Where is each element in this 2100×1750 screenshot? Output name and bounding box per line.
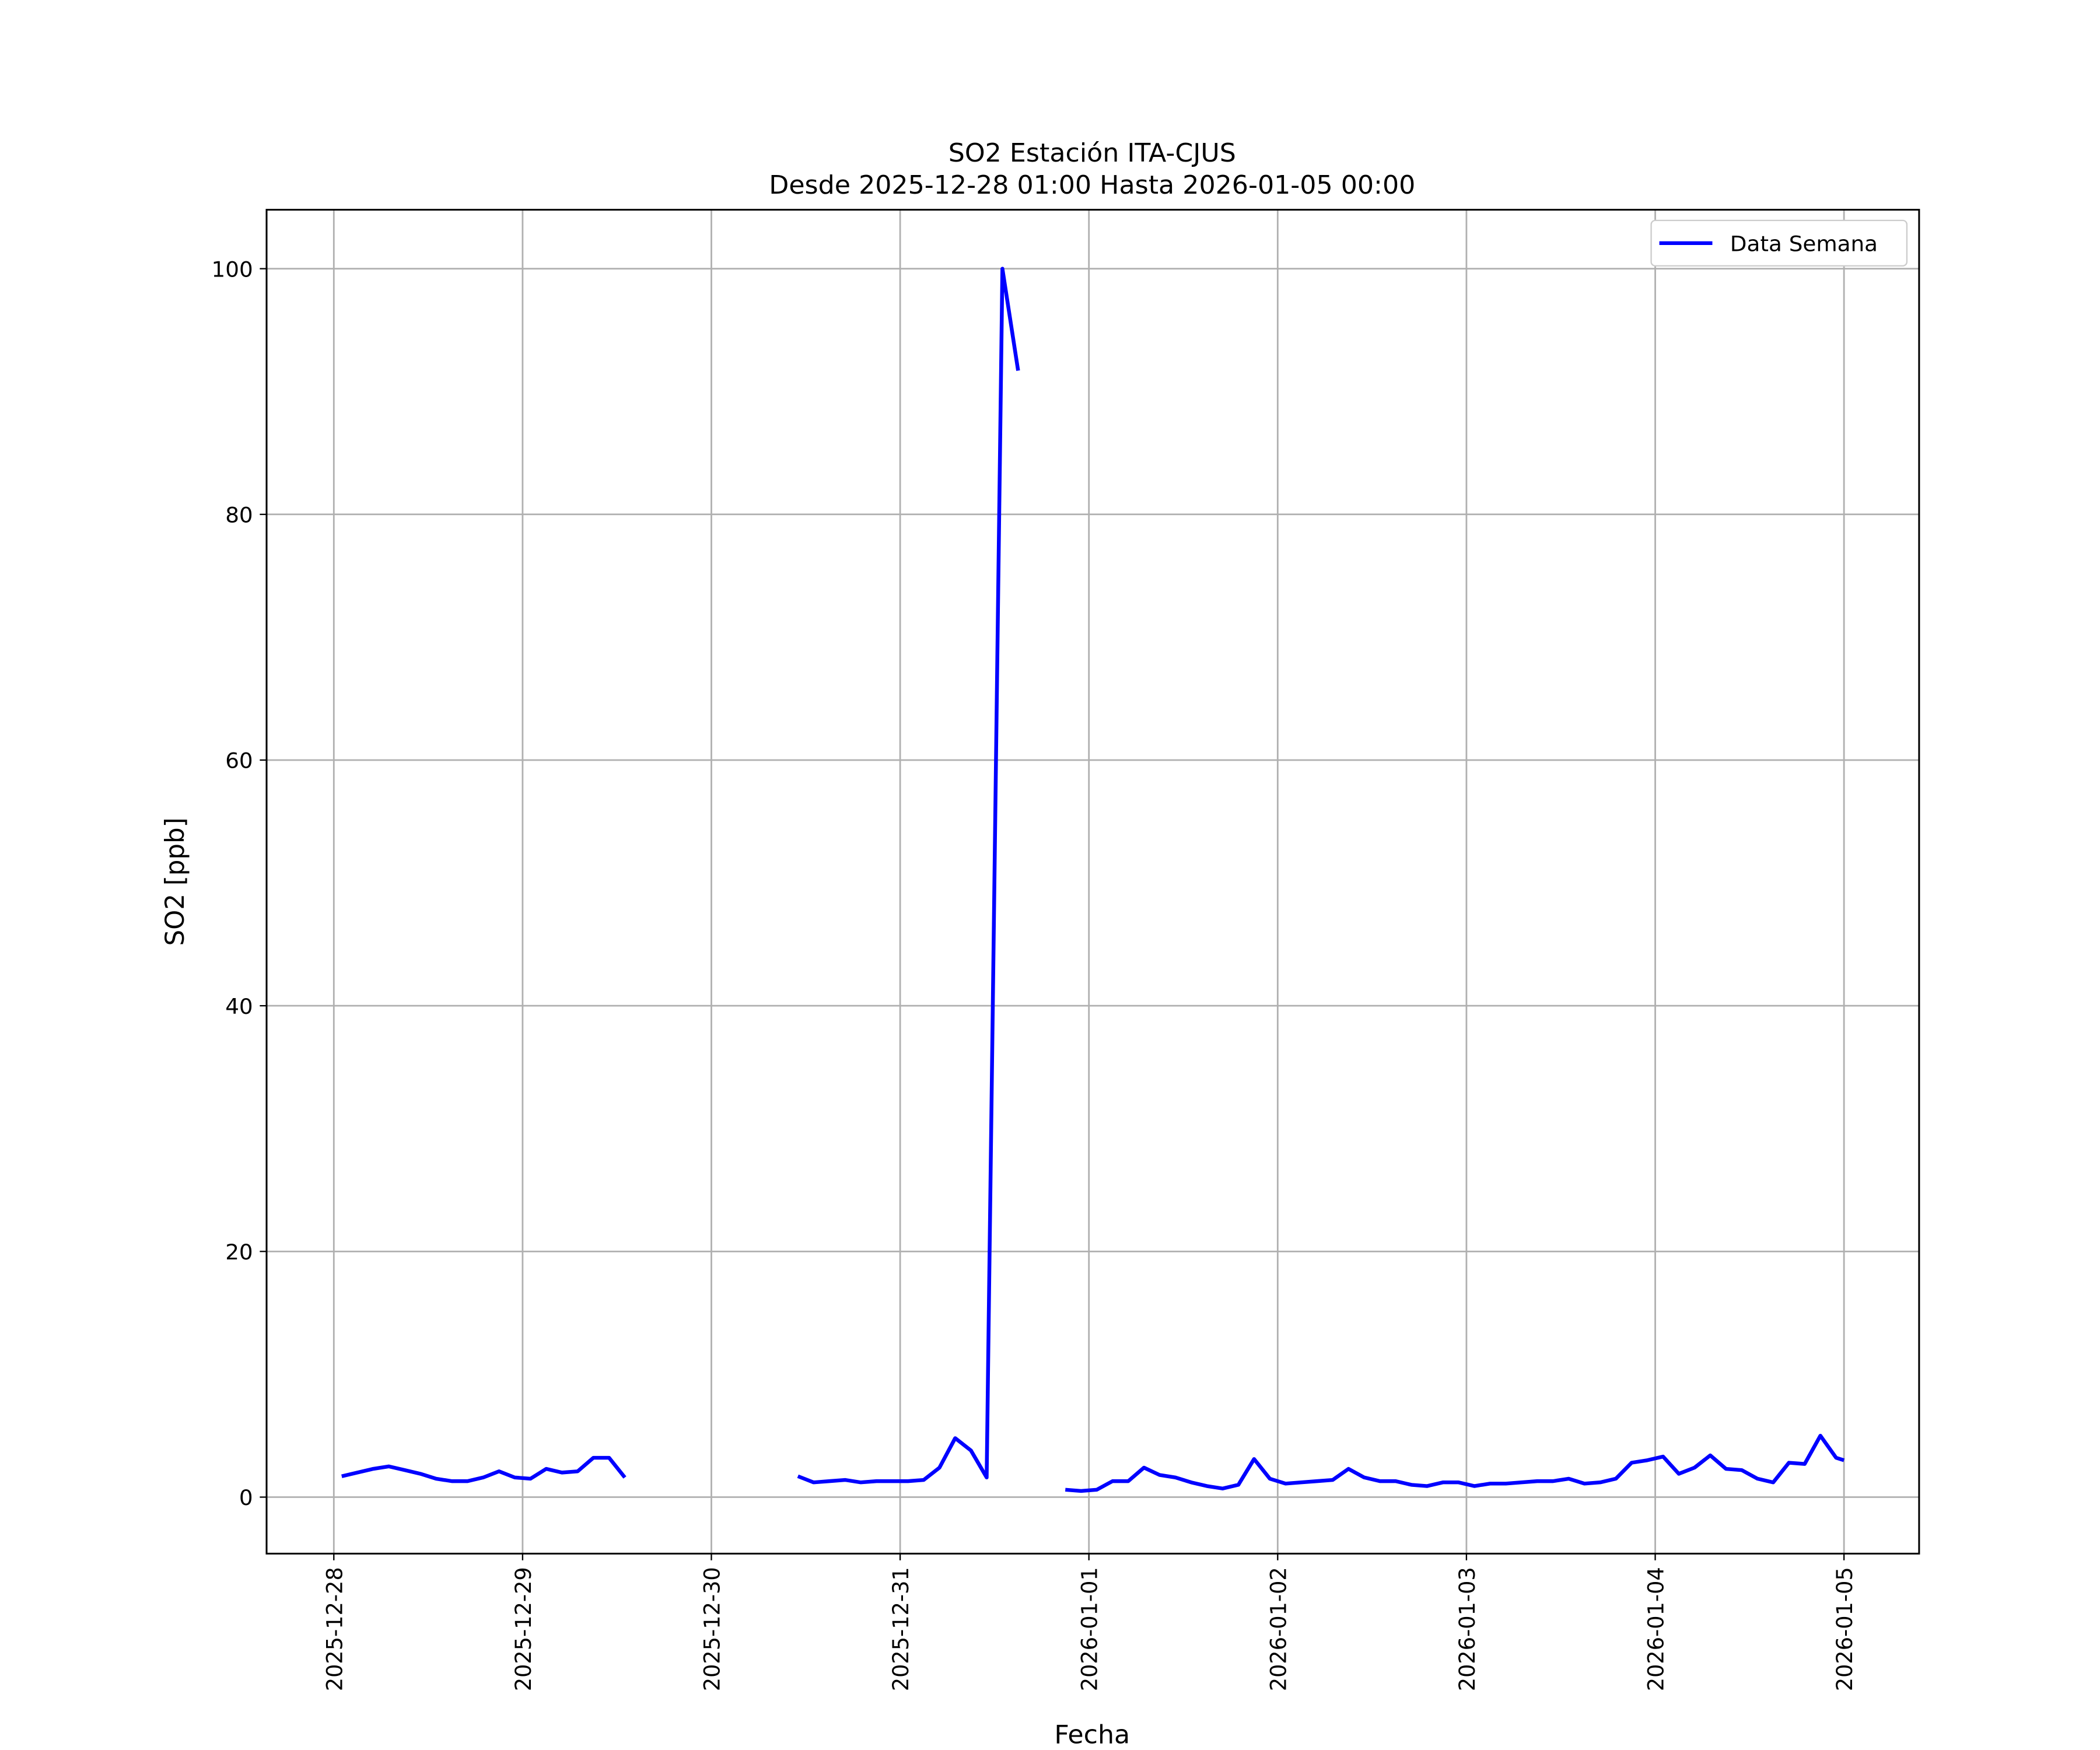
x-tick-label: 2026-01-05 (1832, 1567, 1857, 1691)
axes-frame (265, 209, 1920, 1555)
y-tick-label: 0 (239, 1486, 253, 1511)
x-tick-label: 2025-12-30 (699, 1567, 724, 1691)
chart-title: SO2 Estación ITA-CJUS (949, 138, 1236, 168)
y-tick-label: 80 (225, 503, 253, 528)
chart-subtitle: Desde 2025-12-28 01:00 Hasta 2026-01-05 … (769, 170, 1415, 200)
series-group (341, 267, 1845, 1493)
data-line (341, 267, 1845, 1493)
x-tick-label: 2026-01-01 (1077, 1567, 1102, 1691)
y-tick-label: 100 (211, 257, 253, 282)
x-tick-label: 2026-01-04 (1643, 1567, 1668, 1691)
y-axis-label: SO2 [ppb] (160, 817, 190, 946)
x-tick-label: 2025-12-29 (511, 1567, 536, 1691)
x-tick-label: 2025-12-28 (322, 1567, 347, 1691)
x-tick-label: 2026-01-03 (1455, 1567, 1480, 1691)
y-tick-label: 60 (225, 748, 253, 774)
legend-box (1650, 219, 1908, 267)
x-axis-label: Fecha (1054, 1720, 1130, 1750)
y-tick-label: 40 (225, 994, 253, 1019)
x-tick-label: 2026-01-02 (1266, 1567, 1291, 1691)
y-tick-label: 20 (225, 1240, 253, 1265)
x-tick-label: 2025-12-31 (888, 1567, 914, 1691)
legend-label: Data Semana (1730, 232, 1878, 257)
